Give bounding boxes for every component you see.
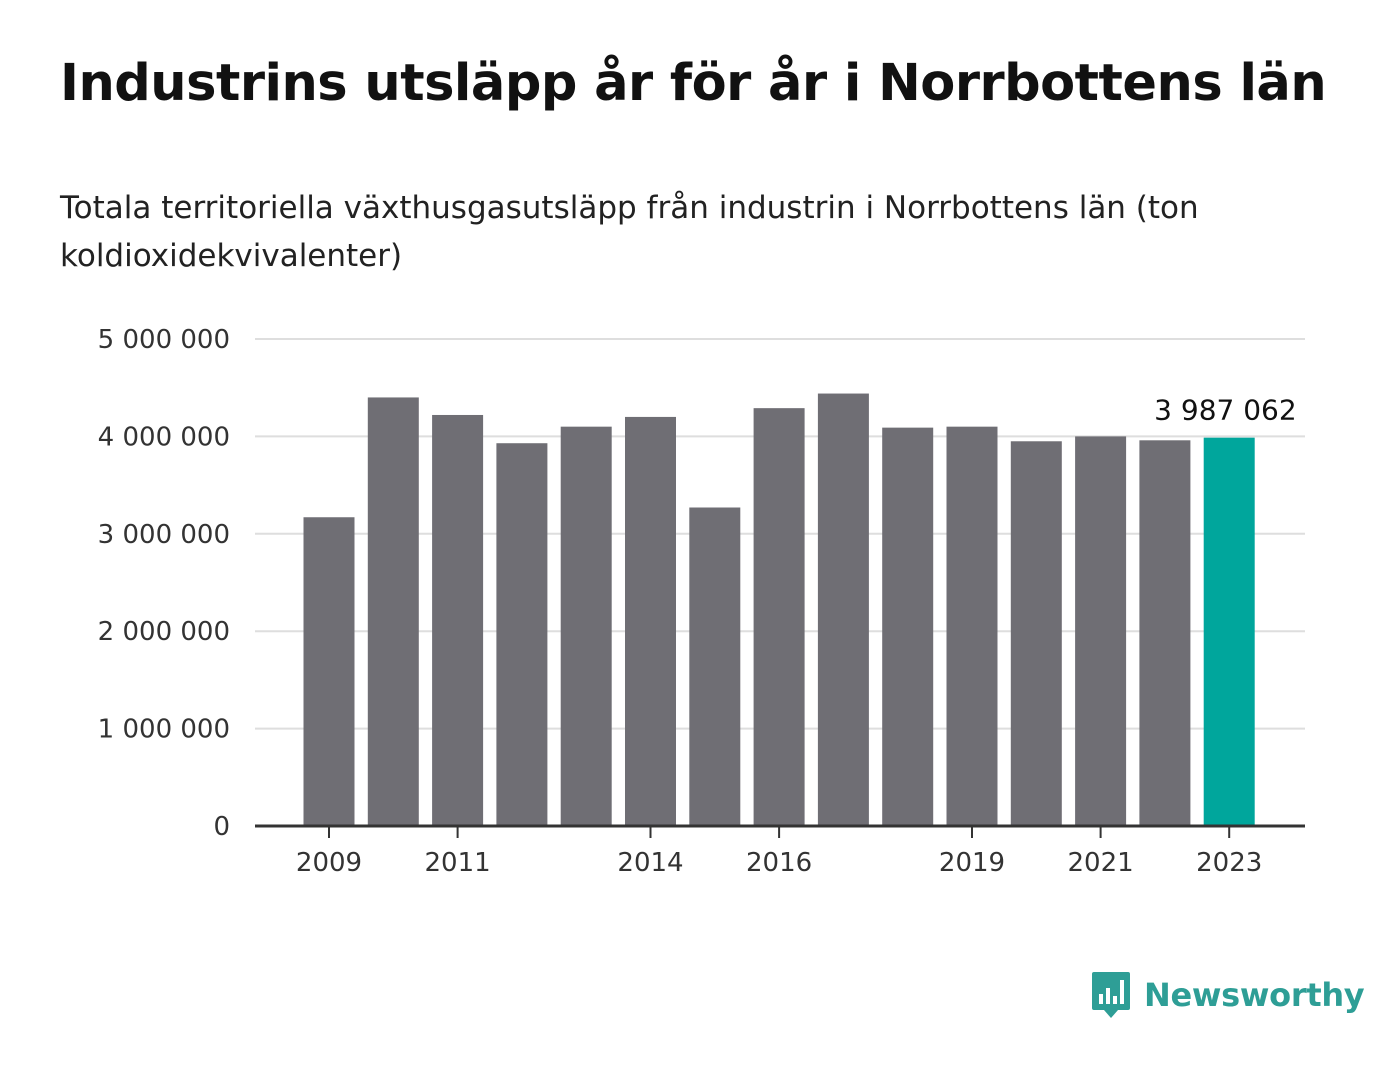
x-tick-label: 2009 — [296, 848, 362, 878]
bar — [1139, 440, 1191, 826]
bar — [882, 427, 934, 826]
x-tick-label: 2014 — [617, 848, 683, 878]
bar — [817, 393, 869, 826]
bars — [303, 393, 1255, 826]
data-labels: 3 987 062 — [1154, 394, 1297, 427]
bar-highlight — [1203, 437, 1255, 826]
x-tick-label: 2021 — [1068, 848, 1134, 878]
page-subtitle: Totala territoriella växthusgasutsläpp f… — [60, 190, 1199, 274]
y-tick-label: 5 000 000 — [98, 325, 230, 355]
y-tick-label: 0 — [213, 812, 230, 842]
bar — [689, 507, 741, 826]
bar — [432, 414, 484, 826]
bar — [1075, 436, 1127, 826]
x-tick-label: 2011 — [425, 848, 491, 878]
x-tick-label: 2016 — [746, 848, 812, 878]
bar-chart-speech-bubble-icon — [1092, 972, 1130, 1018]
brand-name: Newsworthy — [1144, 976, 1365, 1014]
x-axis: 2009 2011 2014 2016 2019 2021 2023 — [255, 824, 1305, 878]
x-tick-label: 2019 — [939, 848, 1005, 878]
bar — [367, 397, 419, 826]
brand-logo: Newsworthy — [1090, 970, 1365, 1020]
bar — [560, 426, 612, 826]
bar — [303, 517, 355, 826]
bar — [946, 426, 998, 826]
bar-chart: 0 1 000 000 2 000 000 3 000 000 4 000 000 5 0… — [98, 325, 1305, 878]
bar — [1010, 441, 1062, 826]
bar — [625, 416, 676, 826]
y-axis-ticks: 0 1 000 000 2 000 000 3 000 000 4 000 000 5 0… — [98, 325, 230, 842]
x-tick-label: 2023 — [1196, 848, 1262, 878]
data-label: 3 987 062 — [1154, 394, 1297, 427]
y-tick-label: 2 000 000 — [98, 617, 230, 647]
bar — [496, 443, 548, 826]
bar — [753, 408, 805, 826]
page-title: Industrins utsläpp år för år i Norrbotte… — [60, 54, 1327, 113]
y-tick-label: 1 000 000 — [98, 715, 230, 745]
y-tick-label: 4 000 000 — [98, 422, 230, 452]
y-tick-label: 3 000 000 — [98, 520, 230, 550]
